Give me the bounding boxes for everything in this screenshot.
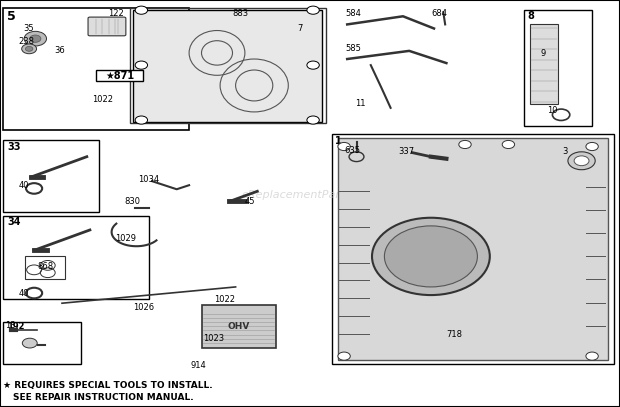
- Circle shape: [24, 31, 46, 46]
- Text: ★871: ★871: [105, 71, 134, 81]
- Circle shape: [25, 46, 33, 51]
- Bar: [3, 8, 189, 130]
- Text: 8: 8: [528, 11, 534, 22]
- Text: 1023: 1023: [203, 334, 224, 343]
- Circle shape: [135, 61, 148, 69]
- Bar: [96, 70, 143, 81]
- Circle shape: [586, 352, 598, 360]
- Text: 868: 868: [37, 262, 53, 271]
- Text: 1022: 1022: [214, 295, 235, 304]
- Text: 192: 192: [7, 322, 25, 331]
- Text: 1022: 1022: [92, 95, 113, 104]
- Text: 238: 238: [19, 37, 35, 46]
- Circle shape: [574, 156, 589, 166]
- Text: 1: 1: [335, 136, 342, 146]
- Text: SEE REPAIR INSTRUCTION MANUAL.: SEE REPAIR INSTRUCTION MANUAL.: [13, 393, 193, 402]
- Text: 122: 122: [108, 9, 124, 18]
- Bar: [524, 10, 592, 126]
- Circle shape: [307, 6, 319, 14]
- Circle shape: [135, 6, 148, 14]
- Text: 36: 36: [55, 46, 65, 55]
- Circle shape: [384, 226, 477, 287]
- Circle shape: [338, 142, 350, 151]
- Circle shape: [586, 142, 598, 151]
- Circle shape: [22, 338, 37, 348]
- Text: 1026: 1026: [133, 303, 154, 312]
- Circle shape: [338, 352, 350, 360]
- Text: 914: 914: [191, 361, 206, 370]
- Text: 9: 9: [541, 49, 546, 58]
- Circle shape: [307, 116, 319, 124]
- Text: 34: 34: [7, 217, 21, 227]
- FancyBboxPatch shape: [88, 17, 126, 36]
- Bar: [25, 256, 65, 279]
- Bar: [202, 305, 276, 348]
- Text: 635: 635: [344, 146, 360, 155]
- Bar: [130, 8, 326, 123]
- Text: 10: 10: [547, 106, 557, 115]
- Text: 718: 718: [446, 330, 463, 339]
- Circle shape: [22, 44, 37, 54]
- Bar: [332, 134, 614, 364]
- Text: 11: 11: [355, 99, 365, 108]
- Text: 40: 40: [19, 181, 29, 190]
- Circle shape: [502, 140, 515, 149]
- Circle shape: [459, 140, 471, 149]
- Text: 830: 830: [124, 197, 140, 206]
- Text: 1029: 1029: [115, 234, 136, 243]
- Text: 5: 5: [7, 10, 16, 23]
- Text: eReplacementParts.com: eReplacementParts.com: [242, 190, 378, 200]
- Text: 40: 40: [19, 289, 29, 298]
- Text: 45: 45: [245, 197, 255, 206]
- Bar: [3, 140, 99, 212]
- Text: 33: 33: [7, 142, 21, 152]
- Circle shape: [372, 218, 490, 295]
- Text: 1034: 1034: [138, 175, 159, 184]
- Text: ★ REQUIRES SPECIAL TOOLS TO INSTALL.: ★ REQUIRES SPECIAL TOOLS TO INSTALL.: [3, 381, 213, 389]
- Circle shape: [307, 61, 319, 69]
- Text: 684: 684: [431, 9, 447, 18]
- Text: 3: 3: [562, 147, 568, 156]
- Bar: [530, 24, 558, 104]
- Bar: [338, 138, 608, 360]
- Text: OHV: OHV: [228, 322, 250, 331]
- Bar: [3, 322, 81, 364]
- Polygon shape: [133, 10, 322, 122]
- Circle shape: [568, 152, 595, 170]
- Bar: [3, 216, 149, 299]
- Text: 883: 883: [232, 9, 249, 18]
- Text: 7: 7: [298, 24, 303, 33]
- Circle shape: [135, 116, 148, 124]
- Text: 35: 35: [24, 24, 34, 33]
- Text: 584: 584: [345, 9, 361, 18]
- Text: 337: 337: [399, 147, 415, 156]
- Text: 13: 13: [5, 321, 16, 330]
- Text: 585: 585: [345, 44, 361, 53]
- Circle shape: [30, 35, 41, 42]
